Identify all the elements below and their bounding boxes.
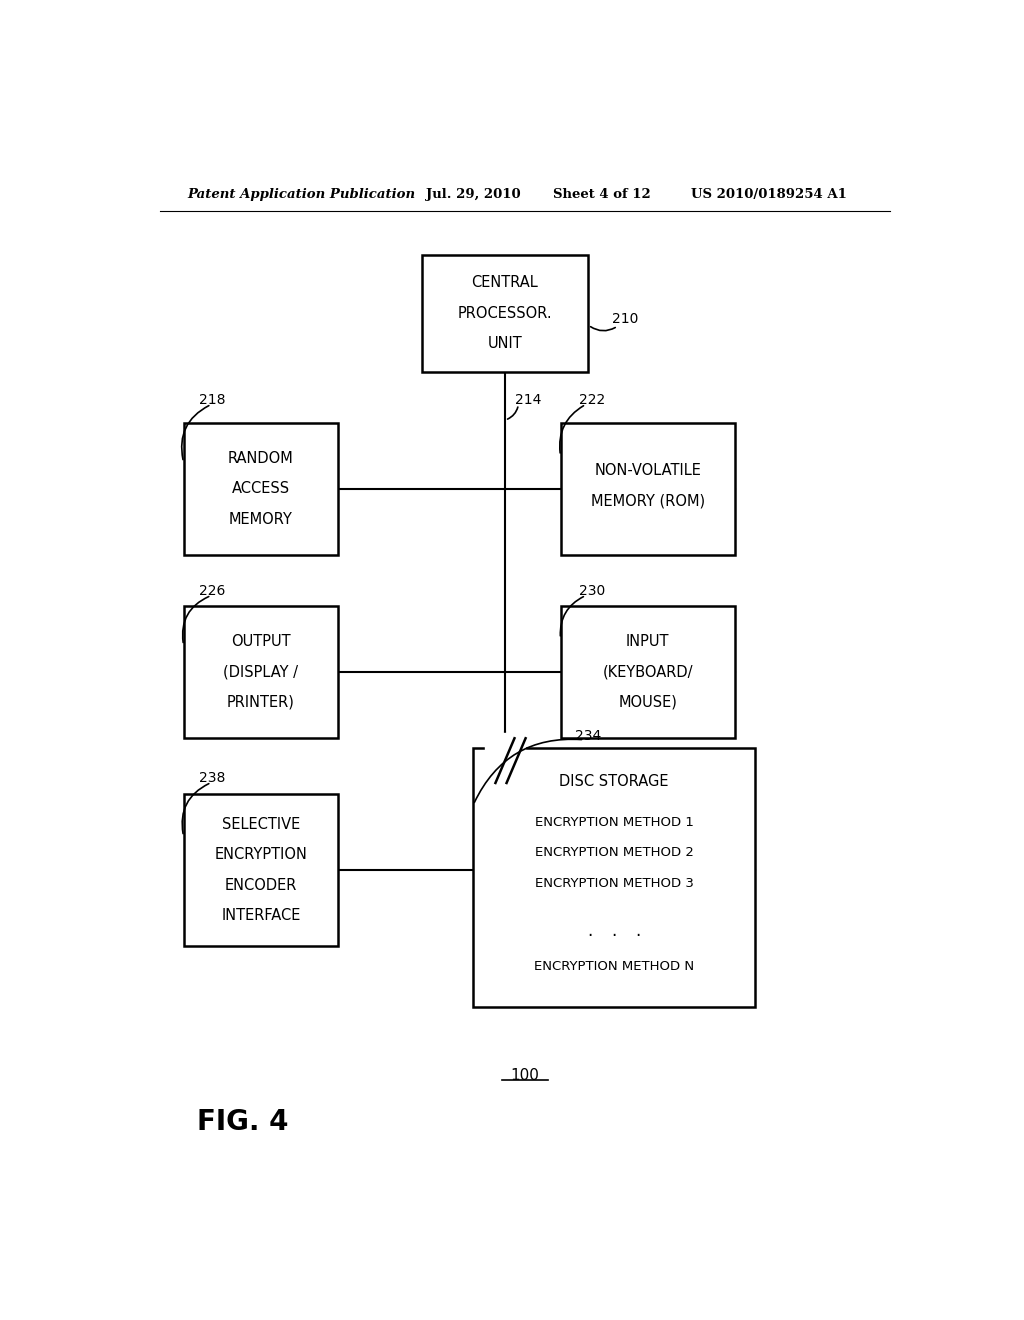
Text: OUTPUT: OUTPUT xyxy=(231,634,291,648)
Text: 222: 222 xyxy=(579,393,605,408)
Text: ACCESS: ACCESS xyxy=(231,482,290,496)
Text: 214: 214 xyxy=(515,393,542,408)
Text: 226: 226 xyxy=(200,585,226,598)
Text: RANDOM: RANDOM xyxy=(228,450,294,466)
Text: CENTRAL: CENTRAL xyxy=(472,276,539,290)
Text: INTERFACE: INTERFACE xyxy=(221,908,301,923)
Text: Jul. 29, 2010: Jul. 29, 2010 xyxy=(426,189,520,202)
Text: 218: 218 xyxy=(200,393,226,408)
Text: PROCESSOR.: PROCESSOR. xyxy=(458,306,552,321)
Text: .: . xyxy=(635,921,641,940)
Bar xyxy=(422,255,588,372)
Text: 234: 234 xyxy=(574,729,601,743)
Text: .: . xyxy=(611,921,616,940)
Bar xyxy=(183,422,338,554)
Bar xyxy=(183,606,338,738)
Text: 238: 238 xyxy=(200,771,226,785)
Text: 100: 100 xyxy=(510,1068,540,1082)
Text: .: . xyxy=(588,921,593,940)
Text: FIG. 4: FIG. 4 xyxy=(198,1107,289,1137)
Text: NON-VOLATILE: NON-VOLATILE xyxy=(594,463,701,478)
Text: MEMORY: MEMORY xyxy=(229,512,293,527)
Bar xyxy=(560,606,735,738)
Text: 230: 230 xyxy=(579,585,605,598)
Text: SELECTIVE: SELECTIVE xyxy=(222,817,300,832)
Text: ENCRYPTION METHOD 1: ENCRYPTION METHOD 1 xyxy=(535,816,693,829)
Text: ENCRYPTION: ENCRYPTION xyxy=(214,847,307,862)
Text: US 2010/0189254 A1: US 2010/0189254 A1 xyxy=(691,189,847,202)
Text: 210: 210 xyxy=(612,312,639,326)
Bar xyxy=(473,748,755,1007)
Text: UNIT: UNIT xyxy=(487,337,522,351)
Bar xyxy=(560,422,735,554)
Text: MOUSE): MOUSE) xyxy=(618,694,677,710)
Text: ENCRYPTION METHOD 3: ENCRYPTION METHOD 3 xyxy=(535,876,693,890)
Text: Sheet 4 of 12: Sheet 4 of 12 xyxy=(553,189,650,202)
Text: (DISPLAY /: (DISPLAY / xyxy=(223,664,298,680)
Text: Patent Application Publication: Patent Application Publication xyxy=(187,189,416,202)
Text: DISC STORAGE: DISC STORAGE xyxy=(559,774,669,789)
Text: ENCRYPTION METHOD N: ENCRYPTION METHOD N xyxy=(535,960,694,973)
Text: (KEYBOARD/: (KEYBOARD/ xyxy=(602,664,693,680)
Bar xyxy=(183,793,338,946)
Text: INPUT: INPUT xyxy=(626,634,670,648)
Text: MEMORY (ROM): MEMORY (ROM) xyxy=(591,494,705,508)
Text: ENCODER: ENCODER xyxy=(224,878,297,892)
Text: ENCRYPTION METHOD 2: ENCRYPTION METHOD 2 xyxy=(535,846,693,859)
Text: PRINTER): PRINTER) xyxy=(227,694,295,710)
